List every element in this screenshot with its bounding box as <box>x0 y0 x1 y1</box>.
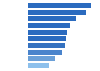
Bar <box>28 10 86 15</box>
Bar <box>28 63 49 68</box>
Bar <box>28 50 62 55</box>
Bar <box>28 23 70 28</box>
Bar <box>28 36 66 41</box>
Bar <box>28 3 91 8</box>
Bar <box>28 16 76 21</box>
Bar <box>28 30 67 35</box>
Bar <box>28 56 55 61</box>
Bar <box>28 43 65 48</box>
